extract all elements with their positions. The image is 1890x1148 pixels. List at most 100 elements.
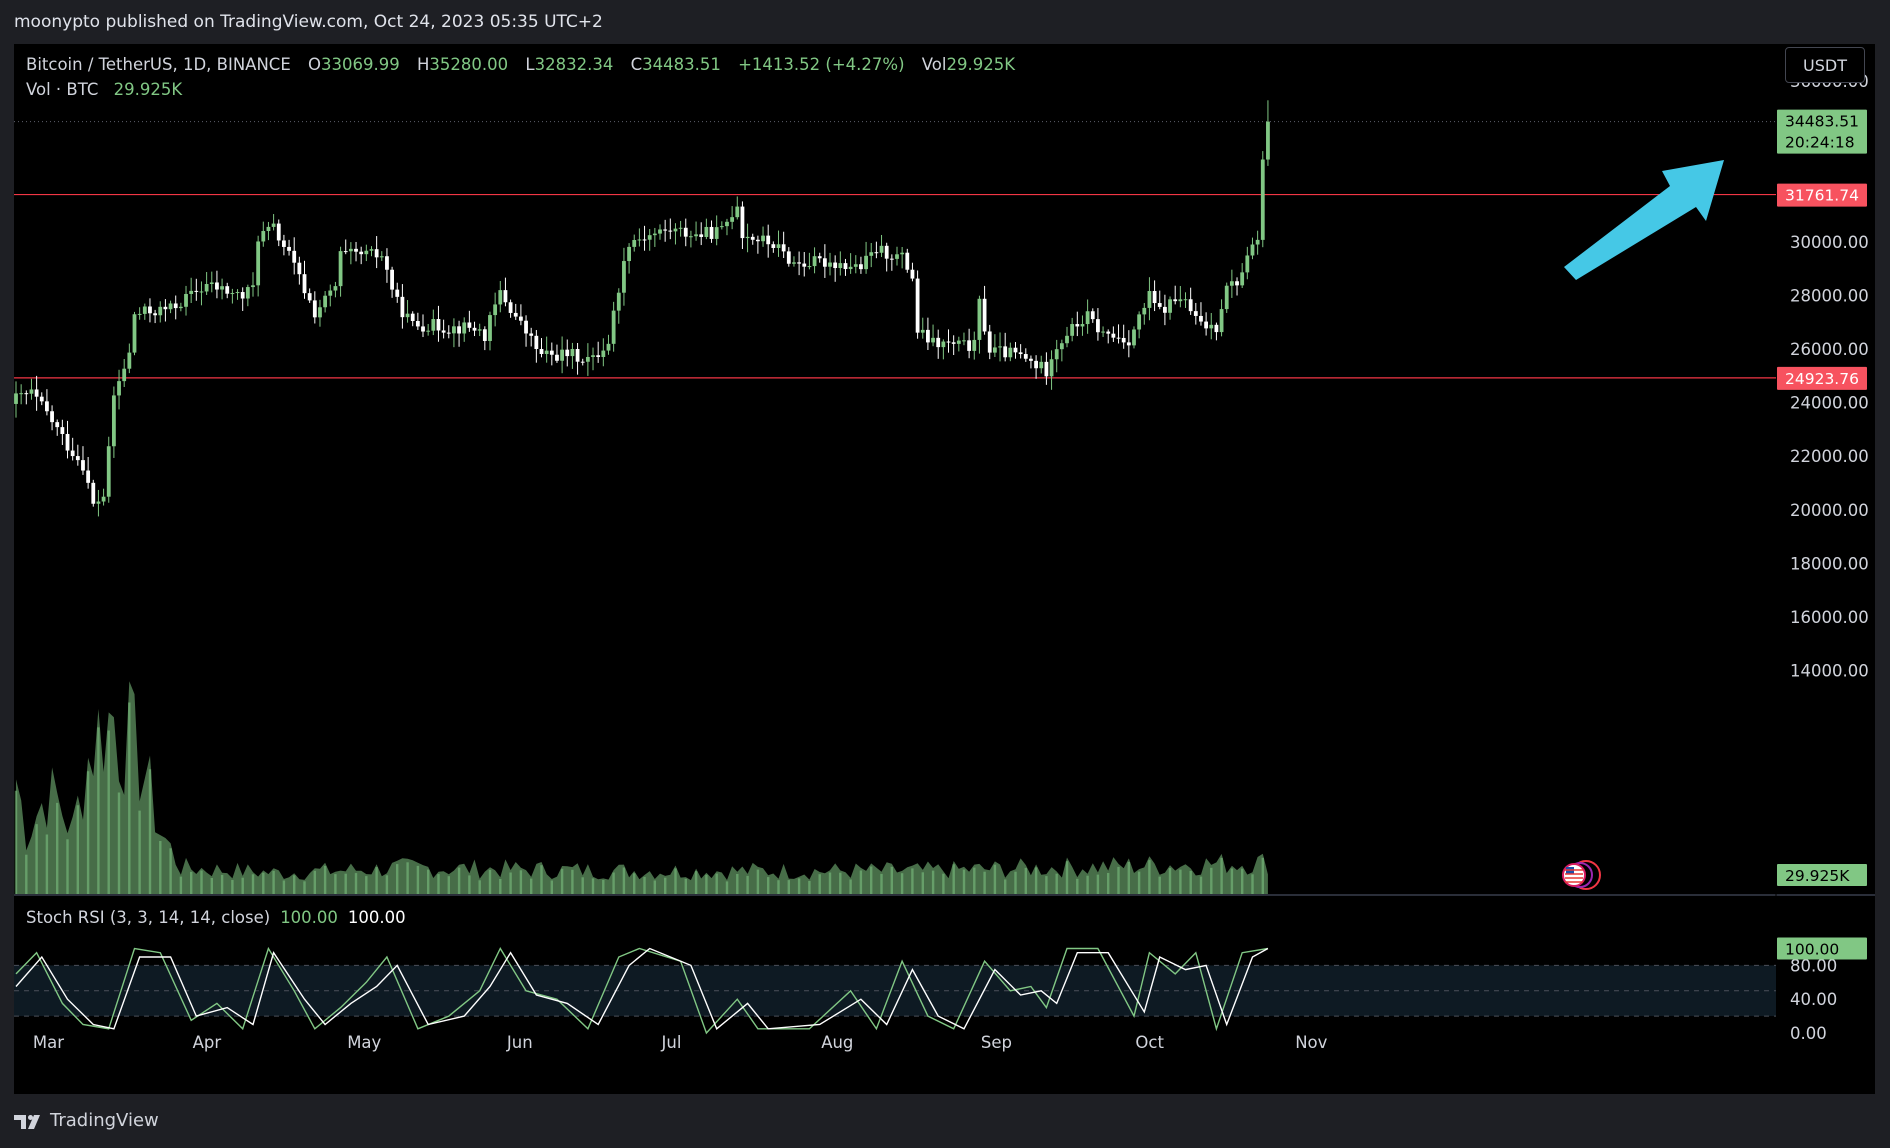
candle-body: [694, 234, 698, 237]
candle-body: [1173, 299, 1178, 302]
candle-body: [1008, 347, 1013, 358]
candle-body: [215, 282, 219, 290]
candle-body: [297, 262, 302, 275]
candle-body: [616, 292, 621, 311]
candle-body: [204, 283, 209, 292]
candle-body: [833, 262, 838, 269]
candle-body: [611, 310, 616, 344]
candle-body: [1044, 361, 1049, 377]
candle-body: [39, 396, 44, 402]
change-value: +1413.52 (+4.27%): [738, 55, 905, 74]
candle-body: [585, 356, 590, 362]
candle-body: [987, 331, 992, 353]
candle-body: [1059, 343, 1064, 350]
candle-body: [1137, 314, 1142, 330]
candle-body: [168, 303, 173, 310]
candle-body: [962, 340, 966, 342]
candle-body: [900, 252, 905, 255]
candle-body: [683, 227, 688, 237]
candle-body: [1075, 324, 1080, 327]
candle-body: [446, 332, 451, 334]
candle-body: [652, 233, 657, 236]
candle-body: [869, 252, 874, 256]
price-axis-tick-label: 28000.00: [1790, 286, 1869, 305]
price-axis-tick-label: 26000.00: [1790, 340, 1869, 359]
candle-body: [467, 322, 472, 328]
time-axis-label: Jun: [506, 1033, 533, 1052]
candle-body: [1085, 311, 1090, 325]
candle-body: [86, 470, 91, 483]
candle-body: [663, 229, 668, 231]
candle-body: [591, 355, 595, 357]
candle-body: [1039, 361, 1044, 369]
level-tag-upper-text: 31761.74: [1785, 187, 1859, 205]
candle-body: [276, 223, 281, 241]
stoch-rsi-axis-label: 40.00: [1790, 990, 1837, 1009]
candle-body: [951, 342, 956, 344]
candle-body: [1090, 311, 1095, 320]
level-tag-upper-bg: [1777, 183, 1867, 207]
candle-body: [493, 304, 498, 316]
candle-body: [853, 264, 858, 267]
candle-body: [421, 326, 425, 332]
price-axis-tick-label: 24000.00: [1790, 394, 1869, 413]
candle-body: [627, 246, 631, 262]
publish-header: moonypto published on TradingView.com, O…: [0, 0, 1890, 44]
candle-body: [148, 306, 152, 314]
candle-body: [508, 302, 513, 313]
candle-body: [369, 249, 374, 251]
tradingview-logo-icon: [14, 1114, 40, 1129]
annotation-arrow: [1564, 160, 1724, 280]
candle-body: [220, 286, 224, 290]
candle-body: [24, 393, 29, 395]
candle-body: [1111, 333, 1116, 338]
symbol-title[interactable]: Bitcoin / TetherUS, 1D, BINANCE: [26, 55, 291, 74]
stoch-rsi-axis-label: 0.00: [1790, 1024, 1827, 1043]
candle-body: [549, 350, 554, 355]
candle-body: [828, 262, 832, 267]
candle-body: [570, 349, 575, 357]
volume-indicator-label[interactable]: Vol · BTC: [26, 80, 99, 99]
candle-body: [405, 313, 410, 318]
current-price-tag-bg: [1777, 109, 1867, 154]
candle-body: [34, 389, 39, 397]
high-value: 35280.00: [429, 55, 509, 74]
stoch-rsi-value-tag-bg: [1777, 937, 1867, 960]
candle-body: [1013, 347, 1018, 353]
stoch-rsi-value-tag: 100.00: [1777, 937, 1867, 960]
candle-body: [709, 226, 714, 239]
stoch-rsi-d-line: [15, 947, 1269, 1030]
candle-body: [982, 298, 987, 332]
candle-body: [410, 313, 415, 322]
candle-body: [1029, 358, 1033, 361]
currency-button[interactable]: USDT: [1785, 47, 1865, 83]
candle-body: [931, 337, 935, 343]
candle-body: [1116, 337, 1121, 339]
candle-body: [1214, 324, 1219, 333]
candle-body: [1003, 346, 1008, 358]
candle-body: [848, 266, 853, 270]
candle-body: [96, 501, 101, 504]
candle-body: [111, 395, 116, 447]
candle-body: [441, 330, 446, 333]
time-axis-label: Nov: [1295, 1033, 1327, 1052]
candle-body: [415, 321, 420, 327]
open-value: 33069.99: [321, 55, 400, 74]
candle-body: [622, 261, 626, 293]
low-value: 32832.34: [534, 55, 614, 74]
candle-body: [910, 269, 915, 279]
candle-body: [287, 246, 291, 251]
candle-body: [348, 248, 353, 252]
candle-body: [477, 329, 482, 331]
chart-svg[interactable]: 14000.00 16000.00 18000.00 20000.00 22000.00…: [14, 44, 1875, 1094]
chart-area[interactable]: 14000.00 16000.00 18000.00 20000.00 22000.00…: [14, 44, 1875, 1094]
level-tag-lower-text: 24923.76: [1785, 370, 1859, 388]
candle-body: [560, 349, 565, 361]
tradingview-logo[interactable]: TradingView: [14, 1110, 159, 1131]
stoch-rsi-legend[interactable]: Stoch RSI (3, 3, 14, 14, close) 100.00 100…: [26, 908, 406, 927]
candle-body: [235, 292, 240, 294]
candle-body: [462, 322, 467, 334]
candle-body: [678, 227, 683, 229]
candle-body: [91, 482, 96, 504]
level-tag-lower: 24923.76: [1777, 366, 1867, 390]
